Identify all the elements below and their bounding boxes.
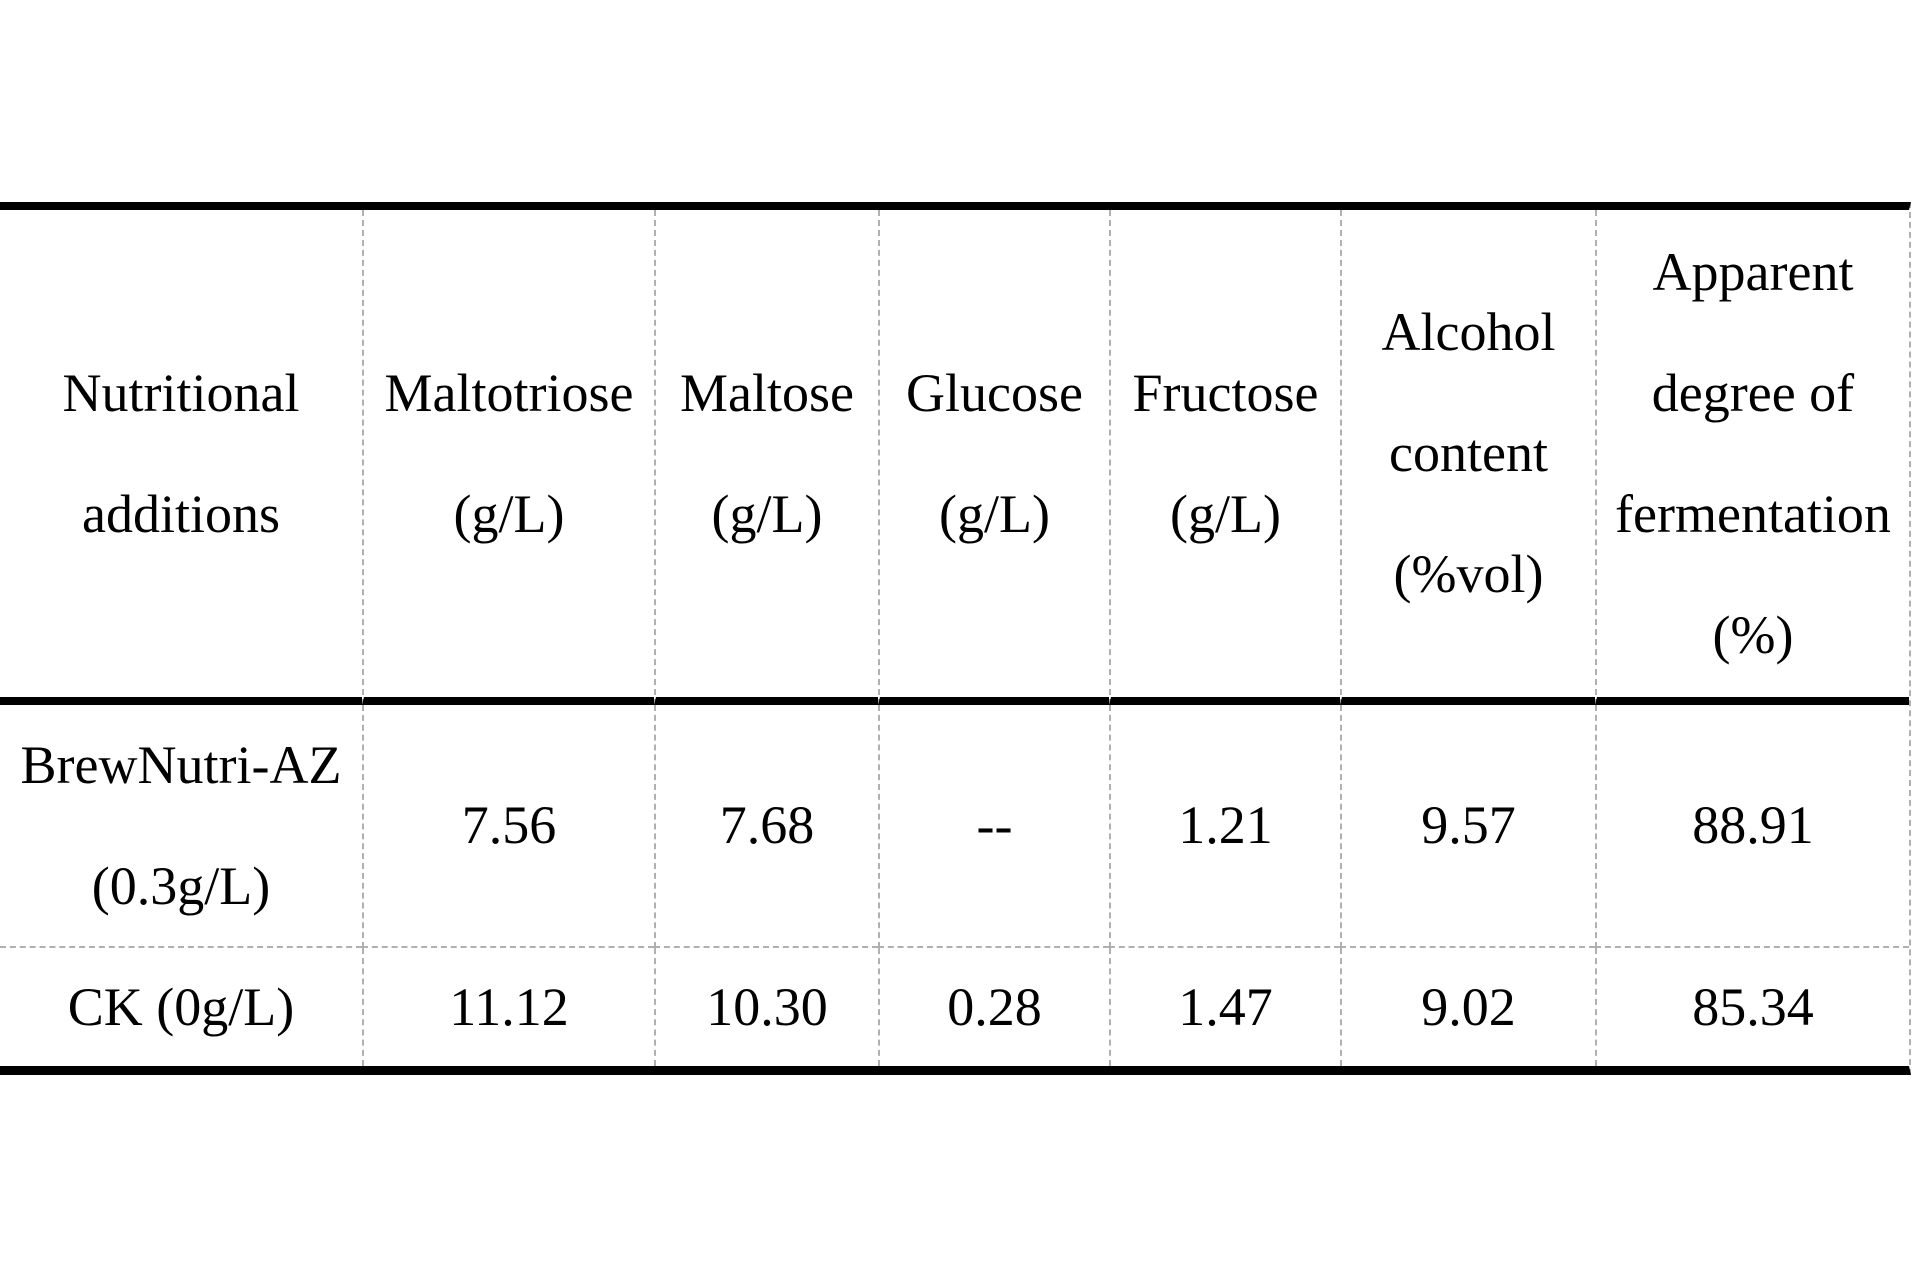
- table-header-row: Nutritional additions Maltotriose (g/L) …: [0, 210, 1909, 705]
- header-cell-alcohol-content: Alcohol content (%vol): [1340, 210, 1595, 705]
- header-cell-maltose: Maltose (g/L): [654, 210, 878, 705]
- value-ck-fructose: 1.47: [1109, 948, 1340, 1066]
- table-row-brewnutri-az: BrewNutri-AZ (0.3g/L) 7.56 7.68 -- 1.21 …: [0, 705, 1909, 948]
- header-cell-nutritional-additions: Nutritional additions: [0, 210, 362, 705]
- header-cell-glucose: Glucose (g/L): [878, 210, 1109, 705]
- value-ck-alcohol-content: 9.02: [1340, 948, 1595, 1066]
- value-ck-maltose: 10.30: [654, 948, 878, 1066]
- value-ck-maltotriose: 11.12: [362, 948, 654, 1066]
- row-label-brewnutri-az: BrewNutri-AZ (0.3g/L): [0, 705, 362, 948]
- value-brewnutri-maltotriose: 7.56: [362, 705, 654, 948]
- value-ck-glucose: 0.28: [878, 948, 1109, 1066]
- value-brewnutri-fructose: 1.21: [1109, 705, 1340, 948]
- header-cell-fructose: Fructose (g/L): [1109, 210, 1340, 705]
- value-brewnutri-apparent-degree: 88.91: [1595, 705, 1909, 948]
- row-label-ck-control: CK (0g/L): [67, 976, 295, 1037]
- value-brewnutri-maltose: 7.68: [654, 705, 878, 948]
- header-cell-maltotriose: Maltotriose (g/L): [362, 210, 654, 705]
- fermentation-results-table: Nutritional additions Maltotriose (g/L) …: [0, 202, 1911, 1075]
- value-ck-apparent-degree: 85.34: [1595, 948, 1909, 1066]
- table-row-ck-control: CK (0g/L) 11.12 10.30 0.28 1.47 9.02 85.…: [0, 948, 1909, 1066]
- value-brewnutri-glucose: --: [878, 705, 1109, 948]
- value-brewnutri-alcohol-content: 9.57: [1340, 705, 1595, 948]
- header-cell-apparent-degree-of-fermentation: Apparent degree of fermentation (%): [1595, 210, 1909, 705]
